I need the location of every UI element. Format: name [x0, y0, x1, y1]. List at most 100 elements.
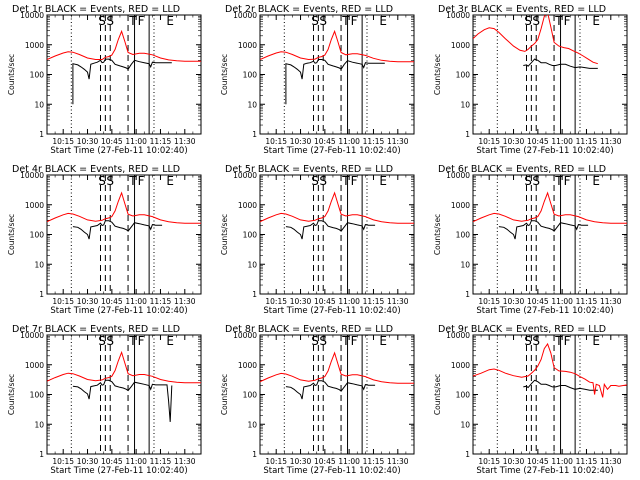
- chart-title: Det 5r BLACK = Events, RED = LLD: [225, 164, 393, 175]
- series-line-events: [72, 220, 163, 240]
- y-axis-label: Counts/sec: [220, 54, 229, 95]
- y-tick-label: 100: [456, 391, 471, 400]
- x-tick-label: 11:00: [551, 137, 573, 146]
- y-tick-label: 1000: [25, 41, 44, 50]
- x-tick-label: 10:45: [101, 137, 123, 146]
- marker-letter: E: [379, 334, 387, 348]
- series-line-events: [523, 379, 598, 391]
- chart-title: Det 6r BLACK = Events, RED = LLD: [438, 164, 606, 175]
- marker-letter: T: [341, 14, 350, 28]
- chart-title: Det 9r BLACK = Events, RED = LLD: [438, 324, 606, 335]
- marker-letter: S: [524, 14, 532, 28]
- y-tick-label: 1: [465, 290, 470, 299]
- x-axis-label: Start Time (27-Feb-11 10:02:40): [476, 306, 613, 316]
- marker-letter: F: [351, 174, 358, 188]
- series-line-lld: [473, 191, 627, 224]
- plot-frame: [472, 174, 628, 295]
- chart-panel-6: Det 6r BLACK = Events, RED = LLD 1 10 100 10…: [433, 164, 628, 316]
- y-tick-label: 1: [465, 130, 470, 139]
- y-tick-label: 1000: [25, 201, 44, 210]
- marker-letter: S: [98, 334, 106, 348]
- marker-letter: E: [379, 174, 387, 188]
- plot-frame: [46, 334, 202, 455]
- marker-letter: S: [106, 334, 114, 348]
- marker-letter: F: [564, 174, 571, 188]
- marker-letter: S: [524, 174, 532, 188]
- plot-frame: [472, 14, 628, 135]
- x-tick-label: 10:15: [478, 137, 500, 146]
- marker-letter: T: [128, 334, 137, 348]
- marker-letter: F: [351, 14, 358, 28]
- chart-title: Det 3r BLACK = Events, RED = LLD: [438, 4, 606, 15]
- x-tick-label: 10:45: [314, 297, 336, 306]
- x-tick-label: 11:00: [551, 457, 573, 466]
- x-tick-label: 10:30: [77, 457, 99, 466]
- x-tick-label: 11:30: [600, 137, 622, 146]
- chart-panel-5: Det 5r BLACK = Events, RED = LLD 1 10 100 10…: [220, 164, 415, 316]
- x-tick-label: 11:15: [150, 457, 172, 466]
- y-tick-label: 10000: [233, 331, 257, 340]
- x-axis-label: Start Time (27-Feb-11 10:02:40): [263, 306, 400, 316]
- y-axis-label: Counts/sec: [433, 374, 442, 415]
- marker-letter: S: [98, 174, 106, 188]
- y-tick-label: 1000: [238, 201, 257, 210]
- marker-letter: T: [554, 334, 563, 348]
- x-tick-label: 11:15: [576, 137, 598, 146]
- y-tick-label: 10000: [446, 11, 470, 20]
- x-tick-label: 11:30: [387, 457, 409, 466]
- x-axis-label: Start Time (27-Feb-11 10:02:40): [263, 466, 400, 476]
- marker-letter: S: [98, 14, 106, 28]
- chart-panel-2: Det 2r BLACK = Events, RED = LLD 1 10 100 10…: [220, 4, 415, 156]
- series-line-events: [285, 220, 376, 240]
- plot-frame: [472, 334, 628, 455]
- marker-letter: E: [166, 14, 174, 28]
- marker-letter: F: [351, 334, 358, 348]
- plot-frame: [259, 334, 415, 455]
- x-axis-label: Start Time (27-Feb-11 10:02:40): [50, 146, 187, 156]
- marker-letter: E: [379, 14, 387, 28]
- chart-panel-7: Det 7r BLACK = Events, RED = LLD 1 10 100 10…: [7, 324, 202, 476]
- y-tick-label: 10000: [446, 171, 470, 180]
- marker-letter: S: [319, 334, 327, 348]
- marker-letter: F: [138, 174, 145, 188]
- marker-letter: S: [311, 174, 319, 188]
- marker-letter: F: [564, 14, 571, 28]
- y-tick-label: 100: [30, 391, 45, 400]
- x-tick-label: 10:15: [265, 457, 287, 466]
- chart-title: Det 2r BLACK = Events, RED = LLD: [225, 4, 393, 15]
- series-line-lld: [47, 29, 201, 62]
- series-line-lld: [260, 191, 414, 224]
- y-tick-label: 1000: [451, 201, 470, 210]
- x-axis-label: Start Time (27-Feb-11 10:02:40): [50, 466, 187, 476]
- y-axis-label: Counts/sec: [220, 374, 229, 415]
- chart-panel-9: Det 9r BLACK = Events, RED = LLD 1 10 100 10…: [433, 324, 628, 476]
- x-tick-label: 10:30: [290, 297, 312, 306]
- x-tick-label: 10:30: [503, 457, 525, 466]
- x-tick-label: 10:45: [314, 137, 336, 146]
- x-tick-label: 10:45: [527, 457, 549, 466]
- chart-title: Det 4r BLACK = Events, RED = LLD: [12, 164, 180, 175]
- x-axis-label: Start Time (27-Feb-11 10:02:40): [476, 146, 613, 156]
- y-tick-label: 100: [30, 71, 45, 80]
- x-tick-label: 11:00: [125, 297, 147, 306]
- marker-letter: E: [166, 174, 174, 188]
- y-tick-label: 100: [243, 391, 258, 400]
- x-tick-label: 11:15: [576, 457, 598, 466]
- y-tick-label: 1: [465, 450, 470, 459]
- x-tick-label: 10:45: [101, 297, 123, 306]
- x-tick-label: 11:15: [150, 137, 172, 146]
- y-tick-label: 1: [252, 450, 257, 459]
- plot-frame: [46, 174, 202, 295]
- y-axis-label: Counts/sec: [433, 54, 442, 95]
- y-axis-label: Counts/sec: [433, 214, 442, 255]
- x-tick-label: 11:00: [338, 137, 360, 146]
- marker-letter: T: [554, 14, 563, 28]
- y-tick-label: 10000: [20, 171, 44, 180]
- marker-letter: T: [128, 174, 137, 188]
- y-axis-label: Counts/sec: [7, 214, 16, 255]
- marker-letter: S: [106, 14, 114, 28]
- x-tick-label: 10:30: [77, 297, 99, 306]
- y-tick-label: 10: [247, 260, 257, 269]
- y-tick-label: 10: [34, 260, 44, 269]
- chart-title: Det 7r BLACK = Events, RED = LLD: [12, 324, 180, 335]
